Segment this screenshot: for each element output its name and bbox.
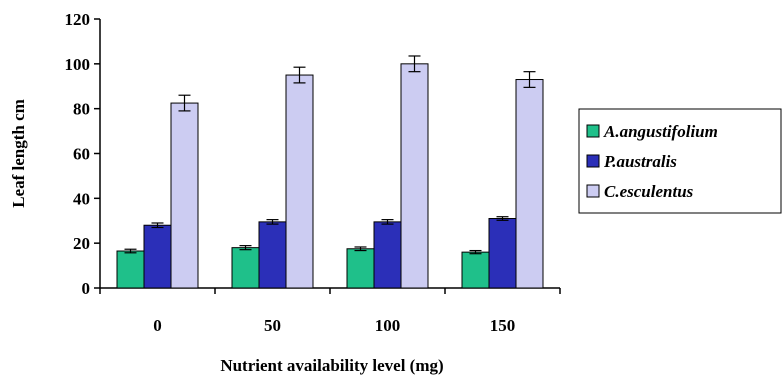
x-axis-title: Nutrient availability level (mg) bbox=[220, 356, 443, 375]
legend-box bbox=[578, 108, 782, 214]
bar-A.angustifolium bbox=[231, 247, 260, 289]
y-tick-label: 100 bbox=[65, 55, 91, 74]
y-tick-label: 20 bbox=[73, 234, 90, 253]
x-tick-label: 50 bbox=[264, 316, 281, 335]
y-tick-label: 0 bbox=[82, 279, 91, 298]
legend-swatch bbox=[586, 154, 600, 168]
bar-A.angustifolium bbox=[346, 248, 375, 289]
y-tick-label: 120 bbox=[65, 10, 91, 29]
legend-label: P.australis bbox=[603, 152, 677, 171]
x-tick-label: 150 bbox=[490, 316, 516, 335]
bar-C.esculentus bbox=[515, 79, 544, 289]
bar-P.australis bbox=[258, 221, 287, 289]
bar-P.australis bbox=[143, 224, 172, 289]
legend-label: A.angustifolium bbox=[603, 122, 718, 141]
bar-P.australis bbox=[488, 218, 517, 289]
y-tick-label: 40 bbox=[73, 189, 90, 208]
legend: A.angustifolium P.australis C.esculentus bbox=[578, 108, 782, 214]
bar-A.angustifolium bbox=[116, 250, 145, 289]
plot-area: 0 20 40 60 80 100 120 0 50 100 150 bbox=[65, 10, 561, 335]
bar-C.esculentus bbox=[400, 63, 429, 289]
bar-P.australis bbox=[373, 221, 402, 289]
bar-C.esculentus bbox=[170, 102, 199, 289]
bar-A.angustifolium bbox=[461, 251, 490, 289]
y-axis-title: Leaf length cm bbox=[9, 99, 28, 208]
y-tick-label: 60 bbox=[73, 145, 90, 164]
legend-swatch bbox=[586, 124, 600, 138]
legend-swatch bbox=[586, 184, 600, 198]
legend-label: C.esculentus bbox=[604, 182, 694, 201]
y-tick-label: 80 bbox=[73, 100, 90, 119]
bar-C.esculentus bbox=[285, 74, 314, 289]
x-tick-label: 0 bbox=[153, 316, 162, 335]
x-tick-label: 100 bbox=[375, 316, 401, 335]
